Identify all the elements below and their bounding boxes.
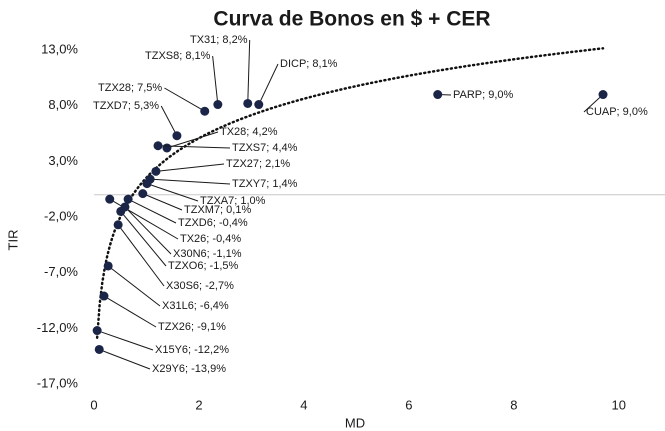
point: [151, 166, 161, 176]
point: [99, 291, 109, 301]
point-label: X31L6; -6,4%: [162, 300, 229, 312]
y-tick-label: -2,0%: [44, 208, 78, 223]
y-axis-label: TIR: [5, 230, 20, 251]
leader-line: [166, 131, 219, 149]
leader-line: [146, 183, 199, 202]
point: [254, 100, 264, 110]
point-label: CUAP; 9,0%: [586, 106, 648, 118]
point: [153, 141, 163, 151]
point: [92, 326, 102, 336]
point: [200, 106, 210, 116]
point: [172, 131, 182, 141]
y-tick-label: 13,0%: [41, 41, 78, 56]
point-label: TZXD7; 5,3%: [93, 100, 159, 112]
leader-line: [247, 39, 251, 104]
leader-line: [150, 178, 231, 185]
leader-line: [99, 349, 151, 370]
leader-line: [158, 145, 231, 149]
leader-line: [155, 163, 225, 172]
leader-line: [124, 206, 172, 255]
point-label: TX28; 4,2%: [220, 126, 278, 138]
x-tick-label: 10: [612, 397, 626, 412]
leader-line: [107, 265, 161, 307]
point: [94, 344, 104, 354]
point-label: TZX27; 2,1%: [226, 158, 290, 170]
point-label: TZX26; -9,1%: [158, 321, 226, 333]
leader-line: [160, 105, 178, 136]
x-tick-label: 4: [300, 397, 307, 412]
point: [138, 189, 148, 199]
leader-line: [120, 211, 167, 267]
x-tick-label: 8: [510, 397, 517, 412]
point-label: TZXS7; 4,4%: [232, 142, 298, 154]
x-tick-label: 6: [405, 397, 412, 412]
y-tick-label: 8,0%: [48, 97, 78, 112]
point: [103, 261, 113, 271]
point-label: TZXS8; 8,1%: [145, 50, 211, 62]
point-label: TX26; -0,4%: [180, 233, 241, 245]
leader-line: [103, 295, 157, 328]
point: [213, 100, 223, 110]
point: [105, 194, 115, 204]
leader-line: [96, 330, 154, 351]
point: [116, 206, 126, 216]
y-tick-label: 3,0%: [48, 153, 78, 168]
point: [433, 90, 443, 100]
point-label: TZXA7; 1,0%: [200, 195, 266, 207]
point: [162, 143, 172, 153]
x-tick-label: 2: [195, 397, 202, 412]
x-tick-label: 0: [90, 397, 97, 412]
point-label: X30N6; -1,1%: [173, 248, 242, 260]
point-label: TZXD6; -0,4%: [178, 217, 248, 229]
point: [243, 98, 253, 108]
point: [113, 220, 123, 230]
leader-line: [212, 55, 219, 105]
y-tick-label: -7,0%: [44, 264, 78, 279]
point-label: TZX28; 7,5%: [98, 82, 162, 94]
point-label: X15Y6; -12,2%: [155, 344, 229, 356]
leader-line: [117, 224, 165, 287]
point: [123, 194, 133, 204]
point-label: DICP; 8,1%: [280, 58, 338, 70]
x-axis-label: MD: [345, 415, 365, 430]
leader-line: [127, 198, 177, 224]
point: [598, 90, 608, 100]
point-label: TZXM7; 0,1%: [184, 204, 251, 216]
y-tick-label: -12,0%: [37, 320, 79, 335]
point-label: X29Y6; -13,9%: [152, 363, 226, 375]
leader-line: [258, 63, 279, 105]
point: [142, 179, 152, 189]
point-label: TX31; 8,2%: [190, 34, 248, 46]
trendline: [95, 47, 605, 339]
leader-line: [142, 193, 183, 211]
chart-title: Curva de Bonos en $ + CER: [213, 8, 490, 31]
point-label: TZXO6; -1,5%: [168, 260, 239, 272]
point-label: TZXY7; 1,4%: [232, 178, 298, 190]
point-label: X30S6; -2,7%: [166, 280, 234, 292]
leader-line: [164, 87, 205, 112]
y-tick-label: -17,0%: [37, 375, 79, 390]
point-label: PARP; 9,0%: [453, 89, 514, 101]
